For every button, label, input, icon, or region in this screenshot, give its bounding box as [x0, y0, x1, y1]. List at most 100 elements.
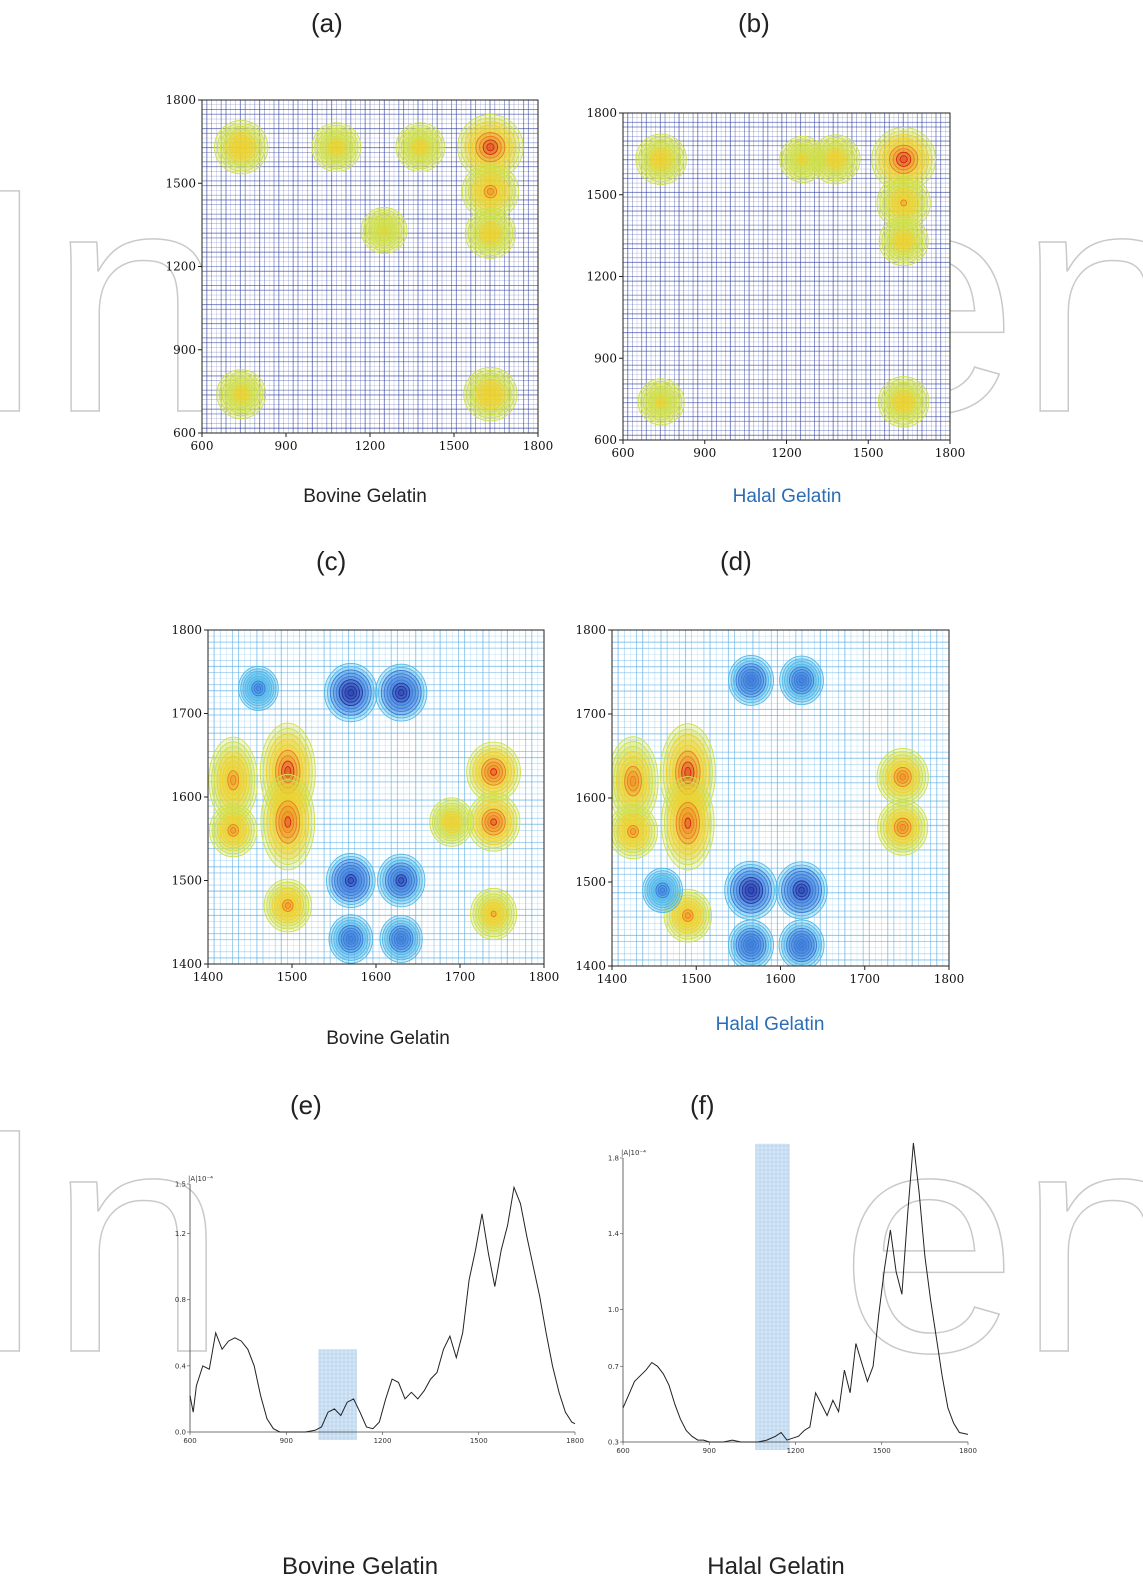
contour-line — [888, 811, 918, 844]
highlight-band-e — [318, 1349, 357, 1440]
contour-line — [255, 685, 262, 692]
contour-plot-a: 600 900 1200 1500 1800 600 900 1200 1500 1800 — [165, 93, 554, 453]
contour-peaks-a — [214, 113, 524, 422]
contour-line — [877, 376, 930, 428]
contour-line — [398, 935, 405, 943]
contour-peak — [461, 162, 520, 221]
contour-line — [788, 930, 815, 960]
contour-line — [262, 728, 313, 816]
contour-line — [381, 917, 421, 961]
y-tick-label: 1500 — [165, 176, 196, 190]
contour-line — [885, 141, 922, 178]
caption-d: Halal Gelatin — [715, 1014, 825, 1035]
contour-peak — [637, 378, 685, 426]
contour-line — [217, 122, 266, 172]
contour-line — [475, 132, 506, 163]
contour-line — [281, 760, 295, 784]
contour-line — [640, 380, 683, 423]
x-tick-label: 900 — [275, 439, 298, 453]
y-tick-label: 1400 — [171, 957, 202, 971]
contour-line — [643, 142, 679, 177]
caption-a: Bovine Gelatin — [303, 486, 427, 507]
contour-line — [225, 131, 257, 163]
contour-line — [730, 922, 772, 966]
contour-line — [386, 676, 416, 709]
contour-line — [377, 853, 426, 908]
contour-line — [484, 387, 497, 401]
contour-line — [668, 739, 707, 806]
contour-line — [464, 207, 517, 259]
contour-line — [786, 874, 817, 907]
x-tick-label: 1800 — [959, 1447, 977, 1455]
y-tick-label: 900 — [173, 343, 196, 357]
contour-line — [832, 156, 839, 163]
contour-peak — [238, 665, 279, 712]
contour-line — [472, 890, 515, 938]
y-tick-label: 1600 — [171, 790, 202, 804]
contour-peaks-d — [612, 654, 929, 966]
contour-line — [335, 675, 366, 710]
contour-line — [238, 390, 245, 398]
contour-peak — [635, 133, 687, 186]
contour-line — [740, 933, 762, 957]
contour-line — [783, 870, 820, 910]
contour-line — [896, 820, 909, 835]
contour-line — [487, 229, 494, 237]
contour-line — [368, 214, 400, 247]
contour-line — [889, 226, 918, 256]
contour-peak — [775, 861, 828, 920]
contour-line — [745, 938, 757, 952]
contour-line — [319, 130, 354, 164]
x-tick-label: 900 — [280, 1437, 293, 1445]
contour-peak — [324, 663, 378, 723]
contour-line — [889, 144, 919, 174]
contour-line — [328, 914, 374, 964]
y-tick-label: 1.5 — [175, 1181, 186, 1189]
y-tick-label: 600 — [173, 426, 196, 440]
contour-line — [897, 235, 910, 247]
contour-line — [896, 770, 909, 784]
contour-line — [655, 153, 668, 166]
contour-line — [478, 381, 503, 407]
contour-line — [314, 124, 359, 170]
x-tick-label: 1800 — [523, 439, 554, 453]
y-tick-label: 1400 — [575, 959, 606, 973]
contour-line — [224, 377, 258, 411]
contour-field-b — [623, 113, 950, 440]
contour-line — [219, 371, 264, 417]
contour-peak — [642, 867, 683, 914]
contour-line — [388, 925, 414, 953]
contour-peak — [375, 663, 428, 722]
contour-line — [244, 673, 273, 704]
contour-peak — [311, 122, 362, 173]
contour-line — [219, 815, 247, 846]
contour-line — [230, 775, 237, 786]
contour-line — [336, 865, 365, 896]
contour-line — [403, 130, 438, 164]
y-tick-label: 1600 — [575, 791, 606, 805]
contour-line — [744, 883, 758, 898]
y-tick-label: 1800 — [165, 93, 196, 107]
contour-line — [480, 899, 507, 929]
contour-line — [216, 369, 267, 420]
y-tick-label: 1200 — [165, 260, 196, 274]
contour-line — [347, 935, 354, 943]
contour-line — [211, 806, 255, 855]
x-tick-label: 1500 — [470, 1437, 488, 1445]
contour-line — [311, 122, 362, 173]
x-tick-label: 1200 — [374, 1437, 392, 1445]
contour-line — [470, 887, 518, 940]
contour-line — [638, 136, 685, 183]
contour-line — [684, 817, 692, 829]
contour-line — [216, 750, 250, 810]
x-tick-label: 1800 — [529, 970, 560, 984]
x-tick-label: 600 — [616, 1447, 629, 1455]
contour-line — [627, 825, 639, 839]
x-tick-label: 1800 — [934, 972, 965, 986]
x-tick-label: 1700 — [445, 970, 476, 984]
panel-label-a: (a) — [311, 8, 343, 38]
contour-line — [798, 886, 805, 895]
x-tick-label: 1600 — [765, 972, 796, 986]
contour-line — [799, 156, 806, 163]
contour-line — [334, 862, 368, 899]
